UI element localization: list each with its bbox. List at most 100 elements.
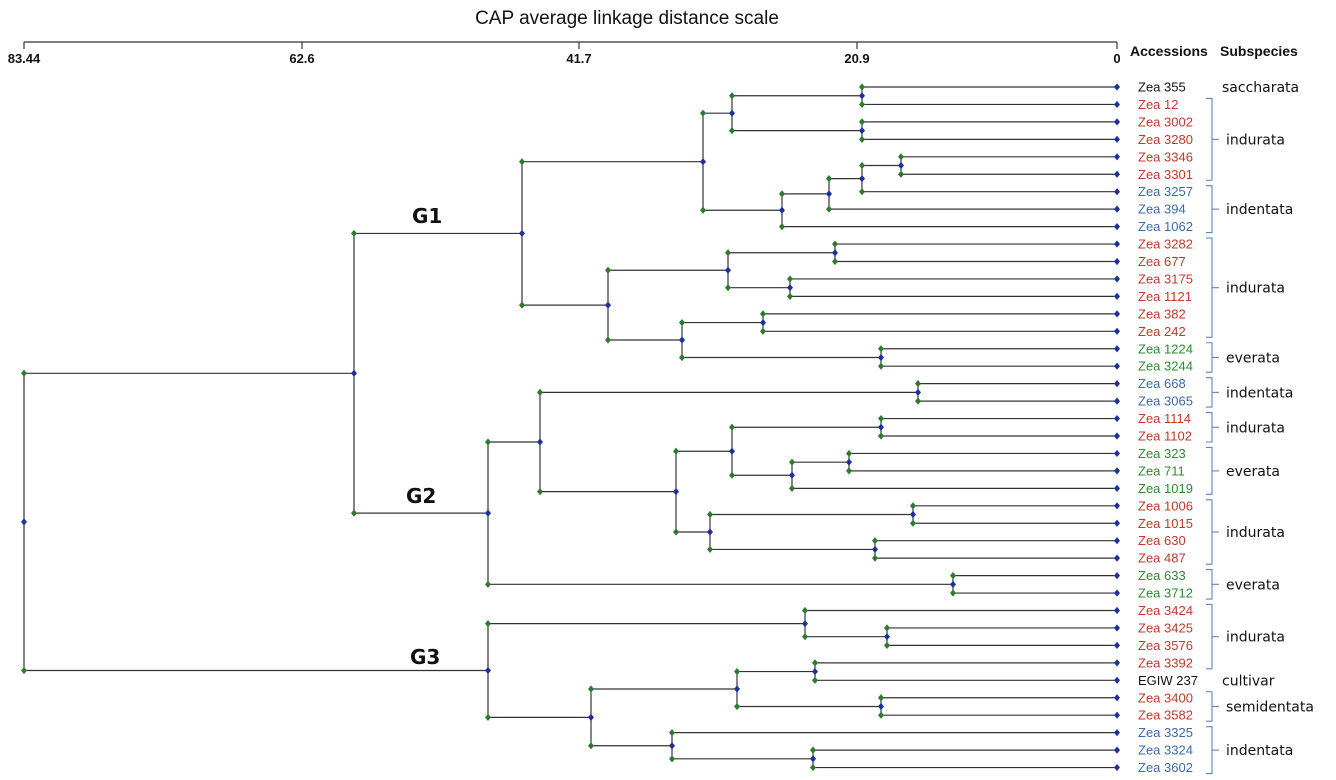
node-marker	[859, 188, 865, 196]
node-marker	[1114, 711, 1120, 719]
node-marker	[707, 510, 713, 519]
node-marker	[789, 458, 795, 466]
accessions-header: Accessions	[1130, 43, 1208, 59]
node-marker	[1114, 694, 1120, 702]
subspecies-brace	[1206, 377, 1213, 408]
node-marker	[734, 667, 740, 676]
node-marker	[1114, 257, 1120, 266]
accession-label: Zea 668	[1138, 376, 1186, 391]
node-marker	[760, 318, 766, 327]
node-marker	[1114, 153, 1120, 161]
accession-label: Zea 3325	[1138, 725, 1193, 740]
node-marker	[588, 685, 594, 693]
node-marker	[810, 763, 816, 772]
node-marker	[878, 694, 884, 702]
node-marker	[915, 397, 921, 405]
node-marker	[725, 249, 731, 257]
node-marker	[679, 336, 685, 344]
subspecies-braces: saccharata indurata indentata indurata evera…	[1206, 80, 1314, 775]
node-marker	[351, 509, 357, 517]
node-marker	[812, 676, 818, 684]
axis-tick-label: 41.7	[566, 51, 591, 66]
node-marker	[802, 633, 808, 641]
node-marker	[1114, 345, 1120, 353]
subspecies-brace	[1206, 499, 1213, 565]
node-marker	[707, 545, 713, 554]
node-marker	[878, 345, 884, 353]
node-marker	[1114, 135, 1120, 143]
node-marker	[910, 510, 916, 519]
node-marker	[898, 153, 904, 161]
accession-label: Zea 1114	[1138, 411, 1191, 426]
node-marker	[1114, 205, 1120, 213]
axis-tick-label: 20.9	[844, 51, 869, 66]
node-marker	[832, 257, 838, 266]
accession-label: Zea 1006	[1138, 498, 1193, 513]
node-marker	[1114, 467, 1120, 475]
node-marker	[1114, 554, 1120, 562]
node-marker	[605, 336, 611, 344]
node-marker	[1114, 83, 1120, 91]
node-marker	[1114, 362, 1120, 370]
accession-label: Zea 3257	[1138, 184, 1193, 199]
node-marker	[950, 589, 956, 597]
node-marker	[679, 353, 685, 362]
node-marker	[910, 519, 916, 527]
node-marker	[787, 275, 793, 283]
node-marker	[669, 742, 675, 750]
subspecies-label: indurata	[1226, 525, 1285, 541]
node-marker	[898, 161, 904, 170]
node-marker	[884, 624, 890, 632]
accession-label: Zea 630	[1138, 533, 1186, 548]
accession-label: Zea 1224	[1138, 341, 1193, 356]
node-marker	[810, 755, 816, 763]
node-marker	[1114, 170, 1120, 178]
node-marker	[787, 284, 793, 292]
node-marker	[802, 619, 808, 628]
accession-label: Zea 1019	[1138, 481, 1193, 496]
accession-label: Zea 677	[1138, 254, 1186, 269]
node-marker	[859, 83, 865, 91]
node-marker	[669, 729, 675, 737]
node-marker	[519, 301, 525, 309]
node-marker	[859, 100, 865, 109]
accession-label: Zea 1102	[1138, 429, 1192, 444]
node-marker	[878, 414, 884, 423]
node-marker	[915, 380, 921, 388]
axis-tick-label: 83.44	[8, 51, 41, 66]
node-marker	[605, 301, 611, 309]
node-marker	[1114, 502, 1120, 510]
node-marker	[1114, 240, 1120, 248]
node-marker	[1114, 572, 1120, 580]
subspecies-label: indurata	[1226, 420, 1285, 436]
node-marker	[729, 447, 735, 455]
accession-label: Zea 711	[1138, 463, 1185, 478]
node-marker	[832, 240, 838, 248]
node-marker	[1114, 118, 1120, 126]
node-marker	[1114, 729, 1120, 737]
node-marker	[1114, 746, 1120, 754]
accession-label: Zea 3346	[1138, 149, 1193, 164]
node-marker	[950, 572, 956, 580]
subspecies-label: indurata	[1226, 630, 1285, 646]
node-marker	[1114, 397, 1120, 405]
node-marker	[878, 702, 884, 711]
node-marker	[351, 229, 357, 238]
node-marker	[859, 135, 865, 143]
node-marker	[832, 249, 838, 257]
subspecies-brace	[1206, 446, 1213, 495]
node-marker	[537, 438, 543, 446]
node-marker	[846, 467, 852, 475]
accession-label: Zea 3324	[1138, 743, 1193, 758]
node-marker	[1114, 624, 1120, 632]
node-marker	[789, 484, 795, 492]
node-marker	[802, 606, 808, 615]
node-marker	[729, 127, 735, 135]
node-marker	[21, 666, 27, 675]
accession-label: Zea 633	[1138, 568, 1186, 583]
subspecies-label: saccharata	[1222, 80, 1299, 96]
node-marker	[1114, 414, 1120, 423]
axis-tick-label: 0	[1113, 51, 1120, 66]
node-marker	[725, 284, 731, 292]
